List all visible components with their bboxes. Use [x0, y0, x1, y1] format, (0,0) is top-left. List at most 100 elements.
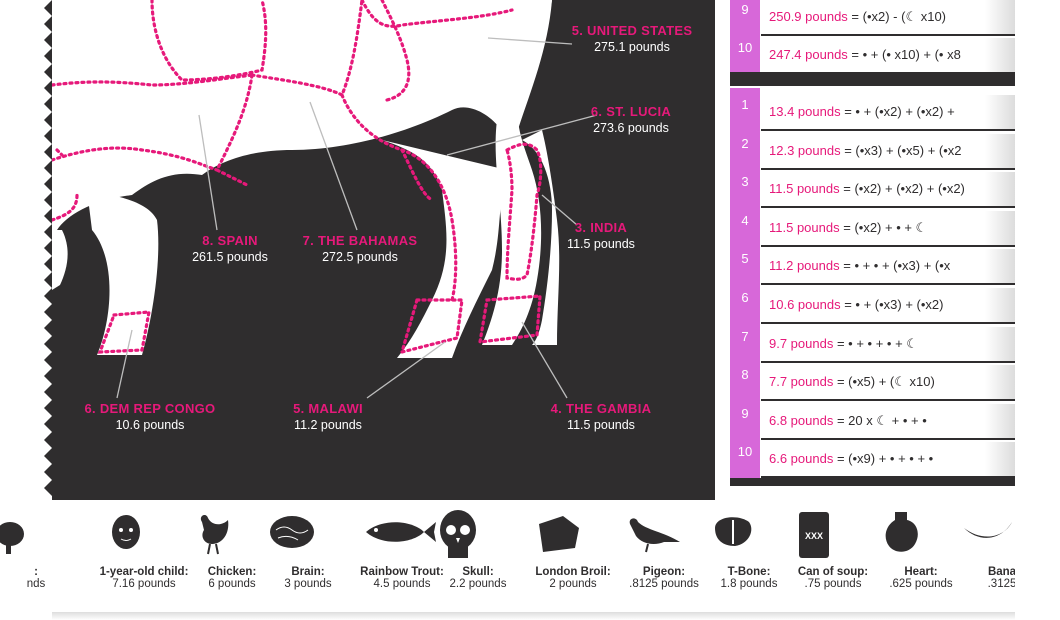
- rank-row: 247.4 pounds = • + (• x10) + (• x8: [761, 38, 1015, 74]
- rank-value: 7.7 pounds: [769, 374, 834, 390]
- rank-row: 10.6 pounds = • + (•x3) + (•x2): [761, 288, 1015, 324]
- rank-formula: = (•x5) + (☾ x10): [836, 374, 935, 390]
- legend-item: Brain: 3 pounds: [262, 508, 354, 590]
- rank-number: 1: [741, 97, 749, 112]
- rank-row: 6.6 pounds = (•x9) + • + • + •: [761, 442, 1015, 479]
- legend-item: Skull: 2.2 pounds: [432, 508, 524, 590]
- rank-value: 10.6 pounds: [769, 297, 841, 312]
- rank-formula: = (•x2) + (•x2) + (•x2): [843, 181, 965, 197]
- rank-row: 11.5 pounds = (•x2) + (•x2) + (•x2): [761, 172, 1015, 209]
- rank-number: 6: [741, 290, 749, 305]
- legend-item: Pigeon: .8125 pounds: [618, 508, 710, 590]
- rank-row: 11.2 pounds = • + • + (•x3) + (•x: [761, 249, 1015, 286]
- rank-number: 4: [741, 212, 749, 228]
- rank-row: 12.3 pounds = (•x3) + (•x5) + (•x2: [761, 133, 1015, 170]
- rank-formula: = (•x2) - (☾ x10): [851, 9, 947, 24]
- rank-row: 7.7 pounds = (•x5) + (☾ x10): [761, 365, 1015, 402]
- rank-formula: = • + (•x3) + (•x2): [844, 297, 944, 312]
- legend-item-name: Chicken:: [207, 566, 257, 578]
- rank-number: 3: [741, 174, 749, 190]
- legend-item-name: Rainbow Trout:: [360, 566, 444, 578]
- legend-item-name: Can of soup:: [797, 566, 869, 578]
- legend-item-name: T-Bone:: [727, 566, 771, 578]
- rank-number: 8: [741, 367, 749, 383]
- label-name: 5. UNITED STATES: [571, 23, 693, 38]
- legend-item: Bana .3125: [956, 508, 1048, 590]
- label-name: 3. INDIA: [574, 220, 628, 235]
- legend-item-weight: nds: [26, 578, 46, 590]
- label-name: 6. DEM REP CONGO: [84, 401, 216, 416]
- rank-row: 13.4 pounds = • + (•x2) + (•x2) +: [761, 95, 1015, 131]
- baby-face-icon: [98, 508, 190, 562]
- pigeon-icon: [618, 508, 710, 562]
- rank-formula: = (•x9) + • + • + •: [836, 451, 934, 467]
- label-value: 275.1 pounds: [594, 40, 670, 54]
- cow-silhouette: [52, 0, 598, 399]
- legend-item-name: Pigeon:: [642, 566, 686, 578]
- legend-item: Heart: .625 pounds: [875, 508, 967, 590]
- rank-number: 9: [741, 2, 749, 17]
- label-gambia: 4. THE GAMBIA 11.5 pounds: [511, 400, 691, 434]
- rank-formula: = (•x2) + • + ☾: [843, 219, 928, 235]
- strip-shadow: [52, 612, 1015, 620]
- legend-item-name: 1-year-old child:: [99, 566, 189, 578]
- label-value: 261.5 pounds: [192, 250, 268, 264]
- rank-value: 247.4 pounds: [769, 47, 848, 62]
- can-icon: XXX: [787, 508, 879, 562]
- legend-item: T-Bone: 1.8 pounds: [703, 508, 795, 590]
- banana-icon: [956, 508, 1048, 562]
- rank-formula: = 20 x ☾ + • + •: [836, 412, 927, 428]
- rank-value: 13.4 pounds: [769, 104, 841, 119]
- rank-value: 12.3 pounds: [769, 142, 841, 158]
- rank-number: 10: [737, 40, 753, 55]
- legend-item-name: :: [34, 566, 38, 578]
- legend-item-weight: 6 pounds: [208, 578, 256, 590]
- rank-bar-bottom-base: [730, 478, 1015, 486]
- svg-text:XXX: XXX: [805, 531, 823, 541]
- legend-item-name: Heart:: [904, 566, 938, 578]
- label-name: 5. MALAWI: [293, 401, 363, 416]
- rank-value: 11.5 pounds: [769, 181, 840, 197]
- rank-value: 6.8 pounds: [769, 412, 834, 428]
- label-bahamas: 7. THE BAHAMAS 272.5 pounds: [270, 232, 450, 266]
- label-name: 4. THE GAMBIA: [550, 401, 652, 416]
- rank-number: 10: [737, 444, 753, 460]
- rank-formula: = • + • + • + ☾: [836, 335, 918, 351]
- rank-value: 9.7 pounds: [769, 335, 834, 351]
- rank-formula: = • + • + (•x3) + (•x: [843, 258, 951, 274]
- legend-item-weight: 7.16 pounds: [112, 578, 176, 590]
- legend-item: : nds: [0, 508, 82, 590]
- legend-item-weight: 3 pounds: [284, 578, 332, 590]
- rank-formula: = • + (• x10) + (• x8: [851, 47, 961, 62]
- rank-number: 9: [741, 405, 749, 421]
- label-value: 273.6 pounds: [593, 121, 669, 135]
- label-dem-rep-congo: 6. DEM REP CONGO 10.6 pounds: [60, 400, 240, 434]
- label-value: 11.2 pounds: [294, 418, 362, 432]
- label-value: 11.5 pounds: [567, 418, 635, 432]
- rank-formula: = • + (•x2) + (•x2) +: [844, 104, 955, 119]
- label-united-states: 5. UNITED STATES 275.1 pounds: [542, 22, 722, 56]
- heart-icon: [875, 508, 967, 562]
- label-value: 10.6 pounds: [115, 418, 185, 432]
- chicken-icon: [186, 508, 278, 562]
- label-india: 3. INDIA 11.5 pounds: [511, 219, 691, 253]
- rank-value: 250.9 pounds: [769, 9, 848, 24]
- legend-item-weight: 2.2 pounds: [449, 578, 507, 590]
- label-spain: 8. SPAIN 261.5 pounds: [140, 232, 320, 266]
- rank-value: 11.5 pounds: [769, 219, 840, 235]
- legend-item-weight: 1.8 pounds: [720, 578, 778, 590]
- rank-row: 11.5 pounds = (•x2) + • + ☾: [761, 210, 1015, 247]
- legend-item: Rainbow Trout: 4.5 pounds: [356, 508, 448, 590]
- rank-number: 7: [741, 328, 749, 344]
- rank-number: 5: [741, 251, 749, 267]
- rank-row: 250.9 pounds = (•x2) - (☾ x10): [761, 0, 1015, 36]
- legend-item-weight: .75 pounds: [804, 578, 862, 590]
- legend-item-weight: 4.5 pounds: [373, 578, 431, 590]
- tbone-icon: [703, 508, 795, 562]
- rank-bar-bottom: [730, 88, 760, 480]
- legend-item-name: Skull:: [462, 566, 494, 578]
- legend-item: London Broil: 2 pounds: [527, 508, 619, 590]
- legend-item-weight: .3125: [987, 578, 1017, 590]
- label-name: 6. ST. LUCIA: [590, 104, 672, 119]
